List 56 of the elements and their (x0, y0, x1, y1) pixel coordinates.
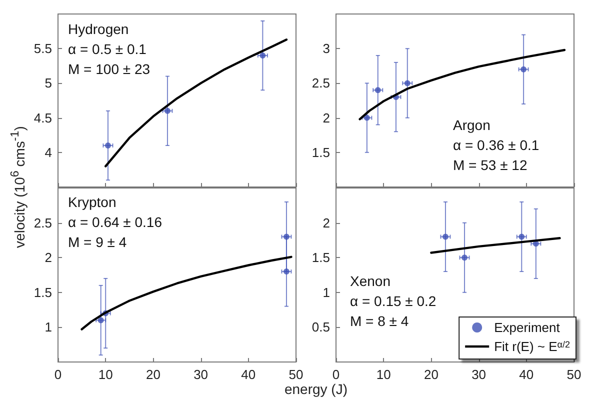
x-tick-label: 0 (54, 367, 62, 382)
point (404, 80, 410, 86)
annotation: M = 8 ± 4 (350, 313, 409, 329)
annotation: Krypton (68, 194, 116, 210)
y-tick-label: 3 (322, 41, 330, 56)
x-tick-label: 30 (472, 367, 486, 382)
point (462, 254, 468, 261)
x-tick-label: 10 (98, 367, 113, 382)
point (520, 66, 527, 72)
line-series (430, 237, 561, 254)
x-tick-label: 20 (424, 367, 438, 382)
y-tick-label: 1.5 (312, 144, 330, 160)
y-tick-label: 4.5 (34, 110, 52, 126)
line-series (358, 48, 566, 120)
y-tick-label: 1.5 (312, 250, 330, 266)
annotation: M = 53 ± 12 (453, 157, 528, 173)
y-tick-label: 4 (44, 144, 52, 160)
y-tick-label: 2.5 (312, 76, 330, 91)
x-tick-label: 10 (376, 367, 391, 382)
x-tick-label: 40 (519, 367, 534, 382)
line-series (80, 256, 292, 330)
y-tick-label: 1 (44, 320, 52, 335)
x-axis-title: energy (J) (284, 381, 348, 397)
point (164, 108, 170, 114)
x-tick-label: 40 (241, 367, 256, 382)
y-tick-label: 5 (44, 76, 52, 91)
annotation: Hydrogen (68, 21, 129, 37)
annotation: α = 0.5 ± 0.1 (68, 41, 147, 57)
annotation: α = 0.64 ± 0.16 (68, 214, 162, 230)
y-tick-label: 2.5 (34, 215, 52, 230)
annotation: α = 0.36 ± 0.1 (453, 137, 540, 153)
y-tick-label: 2 (44, 250, 52, 266)
point (518, 234, 525, 240)
legend-label: Experiment (494, 320, 560, 335)
x-tick-label: 50 (288, 367, 304, 382)
y-tick-label: 1.5 (34, 284, 52, 300)
y-tick-label: 5.5 (34, 41, 52, 56)
point (442, 234, 448, 240)
point (260, 52, 266, 59)
point (98, 317, 104, 324)
annotation: M = 100 ± 23 (68, 61, 150, 77)
point (374, 87, 381, 94)
x-tick-label: 30 (194, 367, 208, 382)
annotation: M = 9 ± 4 (68, 234, 127, 250)
y-tick-label: 2 (322, 215, 330, 230)
y-tick-label: 0.5 (312, 320, 330, 335)
annotation: α = 0.15 ± 0.2 (350, 293, 436, 309)
y-tick-label: 2 (322, 110, 330, 126)
y-tick-label: 1 (322, 284, 330, 300)
x-tick-label: 20 (146, 367, 160, 382)
point (364, 114, 370, 121)
x-tick-label: 0 (332, 367, 340, 382)
x-tick-label: 50 (566, 367, 582, 382)
point (104, 142, 111, 148)
annotation: Xenon (350, 273, 390, 289)
annotation: Argon (453, 117, 490, 133)
